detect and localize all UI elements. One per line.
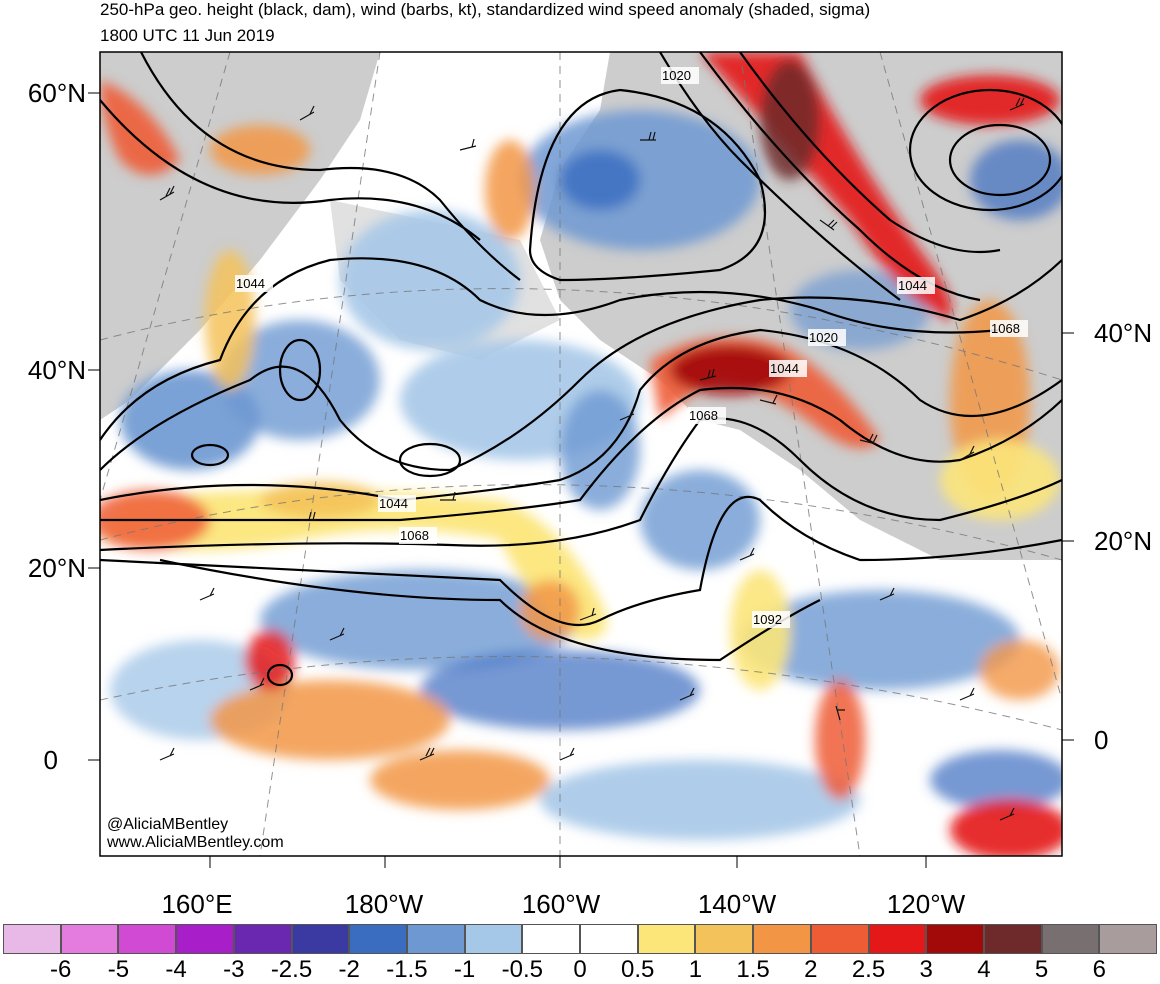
- colorbar-label: 0: [573, 956, 587, 983]
- contour-label: 1044: [236, 276, 265, 291]
- colorbar-label: 6: [1092, 956, 1106, 983]
- colorbar-label: 4: [977, 956, 991, 983]
- lat-label-left: 60°N: [27, 78, 86, 108]
- wind-barbs: [159, 97, 1025, 821]
- positive-anomaly: [370, 750, 550, 810]
- colorbar-cell: [868, 924, 927, 954]
- axis-ticks: [88, 92, 1074, 868]
- valid-time: 1800 UTC 11 Jun 2019: [100, 26, 275, 45]
- colorbar-cell: [349, 924, 407, 954]
- colorbar-label: 2: [804, 956, 818, 983]
- colorbar-label: -1.5: [386, 956, 428, 983]
- colorbar-cell: [176, 924, 234, 954]
- credit-site: www.AliciaMBentley.com: [107, 834, 284, 851]
- colorbar-cell: [1041, 924, 1100, 954]
- contour-label: 1068: [400, 528, 429, 543]
- negative-anomaly: [260, 570, 580, 670]
- map-title: 250-hPa geo. height (black, dam), wind (…: [100, 0, 871, 19]
- positive-anomaly: [245, 630, 295, 690]
- contour-labels: 1020 1044 1044 1020 1044 1068 1068 1044 …: [235, 67, 1028, 628]
- positive-anomaly: [730, 570, 790, 690]
- negative-anomaly: [970, 140, 1062, 220]
- colorbar-cell: [810, 924, 869, 954]
- colorbar-cell: [522, 924, 581, 954]
- colorbar-cell: [580, 924, 638, 954]
- positive-anomaly: [100, 490, 607, 640]
- colorbar-label: -3: [223, 956, 245, 983]
- colorbar-label: 1.5: [736, 956, 770, 983]
- lat-label-left: 40°N: [27, 355, 86, 385]
- positive-anomaly: [815, 680, 865, 800]
- negative-anomaly: [560, 390, 640, 510]
- colorbar-cell: [926, 924, 984, 954]
- positive-anomaly: [940, 440, 1060, 520]
- credit-handle: @AliciaMBentley: [107, 816, 229, 833]
- positive-anomaly: [950, 800, 1062, 856]
- negative-anomaly: [540, 760, 860, 840]
- negative-anomaly: [120, 370, 260, 470]
- colorbar-label: -2.5: [270, 956, 313, 983]
- colorbar-label: -0.5: [501, 956, 543, 983]
- colorbar-label: 2.5: [851, 956, 886, 983]
- positive-anomaly: [100, 80, 180, 175]
- colorbar-cell: [3, 924, 61, 954]
- negative-anomaly: [340, 210, 520, 350]
- colorbar-cell: [637, 924, 696, 954]
- colorbar-cell: [753, 924, 811, 954]
- colorbar-label: 0.5: [621, 956, 655, 983]
- lon-label: 140°W: [697, 889, 777, 919]
- colorbar-label: -5: [107, 956, 130, 983]
- negative-anomaly: [740, 590, 1020, 690]
- colorbar-label: 5: [1034, 956, 1049, 983]
- positive-anomaly: [210, 680, 450, 760]
- contour-label: 1044: [770, 361, 799, 376]
- colorbar-label: 1: [688, 956, 703, 983]
- colorbar-cell: [1099, 924, 1158, 954]
- contour-label: 1092: [753, 612, 782, 627]
- lon-label: 160°E: [161, 889, 233, 919]
- contour-label: 1044: [898, 278, 927, 293]
- lat-label-right: 40°N: [1094, 318, 1153, 348]
- contour-label: 1068: [991, 321, 1020, 336]
- lat-label-right: 0: [1094, 725, 1109, 755]
- negative-anomaly: [930, 750, 1062, 810]
- positive-anomaly: [980, 640, 1060, 700]
- negative-anomaly: [220, 320, 380, 440]
- lat-label-left: 0: [43, 745, 58, 775]
- map-frame: [99, 51, 1063, 857]
- colorbar-cell: [291, 924, 350, 954]
- colorbar-label: -6: [50, 956, 72, 983]
- height-contours: [100, 52, 1062, 687]
- positive-anomaly: [670, 345, 790, 395]
- colorbar-label: -4: [165, 956, 187, 983]
- colorbar-cell: [233, 924, 292, 954]
- negative-anomaly: [560, 150, 640, 210]
- lat-label-right: 20°N: [1094, 526, 1153, 556]
- contour-label: 1020: [809, 330, 838, 345]
- lon-label: 160°W: [521, 889, 601, 919]
- contour-label: 1068: [689, 408, 718, 423]
- colorbar-cell: [118, 924, 177, 954]
- colorbar-cell: [983, 924, 1042, 954]
- colorbar-cell: [695, 924, 754, 954]
- colorbar-cell: [464, 924, 523, 954]
- colorbar: [3, 924, 1158, 954]
- colorbar-cell: [406, 924, 465, 954]
- colorbar-label: 3: [919, 956, 933, 983]
- positive-anomaly: [520, 580, 580, 640]
- contour-label: 1044: [379, 496, 408, 511]
- colorbar-label: -1: [453, 956, 476, 983]
- positive-anomaly: [920, 75, 1060, 125]
- contour-label: 1020: [662, 68, 691, 83]
- lat-label-left: 20°N: [27, 553, 86, 583]
- positive-anomaly: [485, 140, 535, 240]
- colorbar-cell: [60, 924, 119, 954]
- colorbar-label: -2: [338, 956, 360, 983]
- lon-label: 180°W: [344, 889, 424, 919]
- lon-label: 120°W: [886, 889, 966, 919]
- positive-anomaly: [760, 60, 820, 180]
- positive-anomaly: [210, 125, 310, 175]
- positive-anomaly: [205, 250, 255, 390]
